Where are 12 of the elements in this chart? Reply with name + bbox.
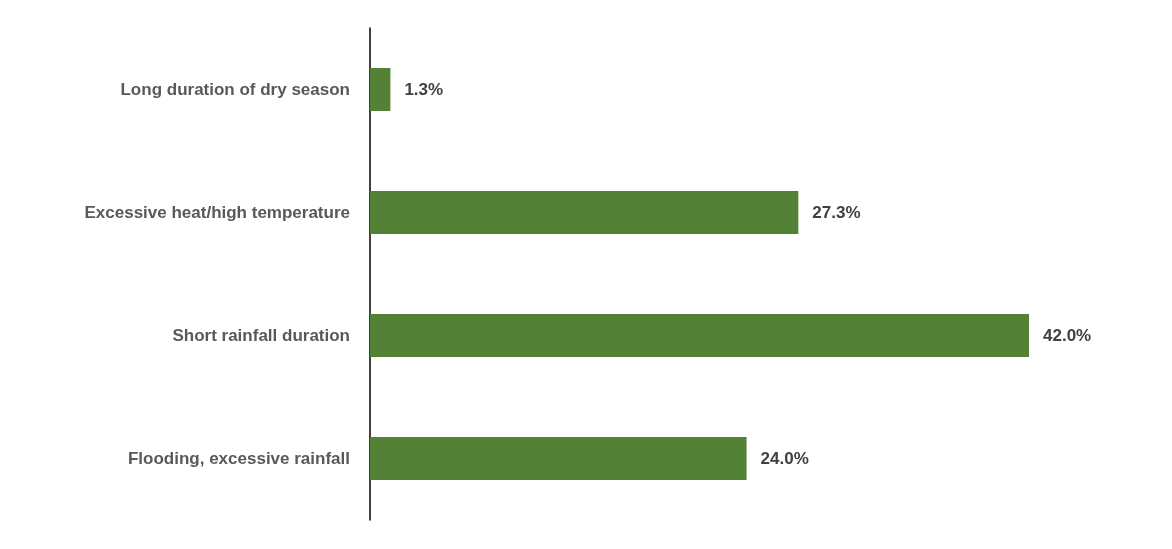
y-tick-label: Flooding, excessive rainfall	[127, 449, 350, 468]
data-label: 1.3%	[404, 80, 444, 99]
bar	[370, 314, 1029, 357]
data-label: 27.3%	[812, 203, 861, 222]
data-label: 24.0%	[760, 449, 809, 468]
data-label: 42.0%	[1043, 326, 1092, 345]
y-tick-label: Short rainfall duration	[172, 326, 350, 345]
y-tick-label: Excessive heat/high temperature	[84, 203, 350, 222]
bar	[370, 191, 799, 234]
bar	[370, 68, 391, 111]
bar	[370, 437, 747, 480]
y-tick-label: Long duration of dry season	[120, 80, 350, 99]
